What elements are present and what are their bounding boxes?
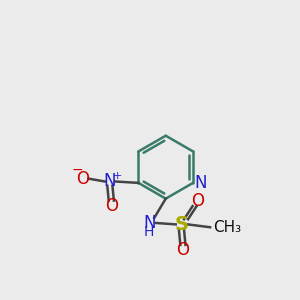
Text: O: O bbox=[192, 192, 205, 210]
Text: CH₃: CH₃ bbox=[213, 220, 241, 235]
Text: N: N bbox=[103, 172, 116, 190]
Text: N: N bbox=[194, 174, 206, 192]
Text: O: O bbox=[176, 241, 189, 259]
Text: O: O bbox=[76, 169, 89, 188]
Text: O: O bbox=[105, 197, 118, 215]
Text: −: − bbox=[72, 163, 83, 177]
Text: N: N bbox=[144, 214, 156, 232]
Text: +: + bbox=[113, 171, 123, 181]
Text: S: S bbox=[175, 215, 188, 234]
Text: H: H bbox=[143, 224, 154, 239]
